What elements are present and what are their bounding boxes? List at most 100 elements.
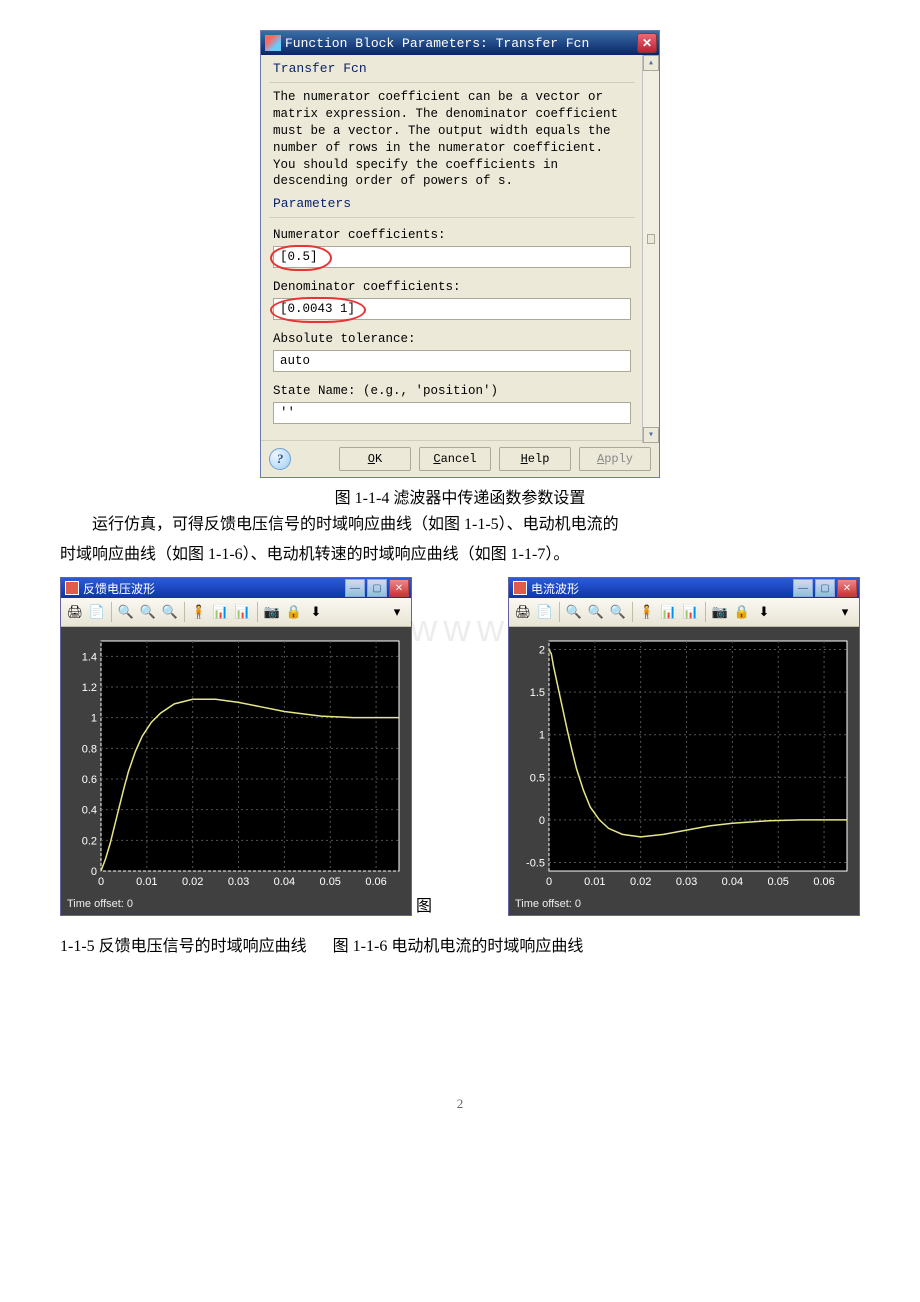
toolbar-btn-10[interactable]: ⬇ (306, 602, 326, 622)
svg-text:-0.5: -0.5 (526, 858, 545, 870)
toolbar-btn-1[interactable]: 📄 (87, 602, 107, 622)
minimize-icon[interactable]: — (345, 579, 365, 597)
toolbar-btn-5[interactable]: 🧍 (189, 602, 209, 622)
svg-text:0.02: 0.02 (182, 876, 203, 888)
close-icon[interactable]: ✕ (389, 579, 409, 597)
svg-text:1: 1 (539, 730, 545, 742)
scope-feedback-voltage: 反馈电压波形—▢✕🖨📄🔍🔍🔍🧍📊📊📷🔒⬇▾00.010.020.030.040.… (60, 577, 412, 916)
group-transfer-fcn: Transfer Fcn (269, 61, 635, 76)
svg-text:1.2: 1.2 (82, 682, 97, 694)
cancel-button[interactable]: Cancel (419, 447, 491, 471)
scope-footer: Time offset: 0 (509, 895, 859, 915)
dialog-title: Function Block Parameters: Transfer Fcn (285, 36, 637, 51)
toolbar-btn-2[interactable]: 🔍 (564, 602, 584, 622)
toolbar-btn-6[interactable]: 📊 (659, 602, 679, 622)
abstol-input[interactable]: auto (273, 350, 631, 372)
scope-plot: 00.010.020.030.040.050.0600.20.40.60.811… (65, 633, 407, 893)
dialog-wrapper: Function Block Parameters: Transfer Fcn … (60, 30, 860, 478)
maximize-icon[interactable]: ▢ (367, 579, 387, 597)
svg-text:0: 0 (546, 876, 552, 888)
svg-text:2: 2 (539, 645, 545, 657)
svg-text:0: 0 (98, 876, 104, 888)
denominator-input[interactable]: [0.0043 1] (273, 298, 631, 320)
fig-1-1-6-caption: 图 1-1-6 电动机电流的时域响应曲线 (333, 932, 584, 956)
svg-text:0.05: 0.05 (768, 876, 789, 888)
toolbar-btn-7[interactable]: 📊 (233, 602, 253, 622)
fig-1-1-5-caption: 1-1-5 反馈电压信号的时域响应曲线 (60, 932, 307, 956)
toolbar-btn-8[interactable]: 📷 (262, 602, 282, 622)
scope-footer: Time offset: 0 (61, 895, 411, 915)
scroll-thumb[interactable] (647, 234, 655, 244)
scope-toolbar: 🖨📄🔍🔍🔍🧍📊📊📷🔒⬇▾ (61, 598, 411, 627)
scope-title: 电流波形 (531, 580, 791, 597)
svg-text:0.04: 0.04 (722, 876, 743, 888)
toolbar-btn-11[interactable]: ▾ (835, 602, 855, 622)
body-text-2: 时域响应曲线（如图 1-1-6）、电动机转速的时域响应曲线（如图 1-1-7）。 (60, 542, 860, 568)
toolbar-btn-0[interactable]: 🖨 (65, 602, 85, 622)
svg-text:1.5: 1.5 (530, 688, 545, 700)
svg-text:0.8: 0.8 (82, 744, 97, 756)
ok-button[interactable]: OK (339, 447, 411, 471)
toolbar-btn-4[interactable]: 🔍 (160, 602, 180, 622)
svg-text:1: 1 (91, 713, 97, 725)
close-icon[interactable]: ✕ (637, 33, 657, 53)
apply-button[interactable]: Apply (579, 447, 651, 471)
toolbar-btn-10[interactable]: ⬇ (754, 602, 774, 622)
svg-text:0.04: 0.04 (274, 876, 295, 888)
close-icon[interactable]: ✕ (837, 579, 857, 597)
help-button[interactable]: Help (499, 447, 571, 471)
statename-input[interactable]: '' (273, 402, 631, 424)
group-parameters: Parameters (269, 196, 635, 211)
toolbar-btn-5[interactable]: 🧍 (637, 602, 657, 622)
svg-text:1.4: 1.4 (82, 652, 97, 664)
svg-text:0.2: 0.2 (82, 836, 97, 848)
svg-text:0.5: 0.5 (530, 773, 545, 785)
toolbar-btn-4[interactable]: 🔍 (608, 602, 628, 622)
dialog-button-row: ? OK Cancel Help Apply (261, 440, 659, 477)
svg-text:0.03: 0.03 (228, 876, 249, 888)
toolbar-btn-1[interactable]: 📄 (535, 602, 555, 622)
abstol-label: Absolute tolerance: (269, 328, 635, 348)
toolbar-btn-3[interactable]: 🔍 (138, 602, 158, 622)
page-number: 2 (60, 1096, 860, 1112)
scope-plot: 00.010.020.030.040.050.06-0.500.511.52 (513, 633, 855, 893)
toolbar-btn-2[interactable]: 🔍 (116, 602, 136, 622)
scope-title: 反馈电压波形 (83, 580, 343, 597)
svg-text:0.06: 0.06 (813, 876, 834, 888)
inline-tu-label: 图 (416, 892, 432, 916)
scroll-down-icon[interactable]: ▾ (643, 427, 659, 443)
scroll-up-icon[interactable]: ▴ (643, 55, 659, 71)
body-text-1: 运行仿真，可得反馈电压信号的时域响应曲线（如图 1-1-5）、电动机电流的 (60, 512, 860, 538)
toolbar-btn-7[interactable]: 📊 (681, 602, 701, 622)
scope-current: 电流波形—▢✕🖨📄🔍🔍🔍🧍📊📊📷🔒⬇▾00.010.020.030.040.05… (508, 577, 860, 916)
scope-icon (65, 581, 79, 595)
fig-1-1-4-caption: 图 1-1-4 滤波器中传递函数参数设置 (60, 484, 860, 508)
svg-text:0.01: 0.01 (584, 876, 605, 888)
scope-icon (513, 581, 527, 595)
numerator-input[interactable]: [0.5] (273, 246, 631, 268)
dialog-description: The numerator coefficient can be a vecto… (269, 89, 635, 196)
svg-text:0.6: 0.6 (82, 774, 97, 786)
dialog-scrollbar[interactable]: ▴ ▾ (642, 55, 659, 443)
svg-text:0: 0 (91, 866, 97, 878)
scope-toolbar: 🖨📄🔍🔍🔍🧍📊📊📷🔒⬇▾ (509, 598, 859, 627)
toolbar-btn-9[interactable]: 🔒 (732, 602, 752, 622)
help-icon[interactable]: ? (269, 448, 291, 470)
svg-text:0.01: 0.01 (136, 876, 157, 888)
svg-text:0.4: 0.4 (82, 805, 97, 817)
toolbar-btn-3[interactable]: 🔍 (586, 602, 606, 622)
simulink-icon (265, 35, 281, 51)
minimize-icon[interactable]: — (793, 579, 813, 597)
svg-text:0.05: 0.05 (320, 876, 341, 888)
toolbar-btn-9[interactable]: 🔒 (284, 602, 304, 622)
maximize-icon[interactable]: ▢ (815, 579, 835, 597)
toolbar-btn-0[interactable]: 🖨 (513, 602, 533, 622)
toolbar-btn-8[interactable]: 📷 (710, 602, 730, 622)
toolbar-btn-6[interactable]: 📊 (211, 602, 231, 622)
denominator-label: Denominator coefficients: (269, 276, 635, 296)
scope-row: 反馈电压波形—▢✕🖨📄🔍🔍🔍🧍📊📊📷🔒⬇▾00.010.020.030.040.… (60, 577, 860, 916)
toolbar-btn-11[interactable]: ▾ (387, 602, 407, 622)
dialog-titlebar: Function Block Parameters: Transfer Fcn … (261, 31, 659, 55)
numerator-label: Numerator coefficients: (269, 224, 635, 244)
transfer-fcn-dialog: Function Block Parameters: Transfer Fcn … (260, 30, 660, 478)
